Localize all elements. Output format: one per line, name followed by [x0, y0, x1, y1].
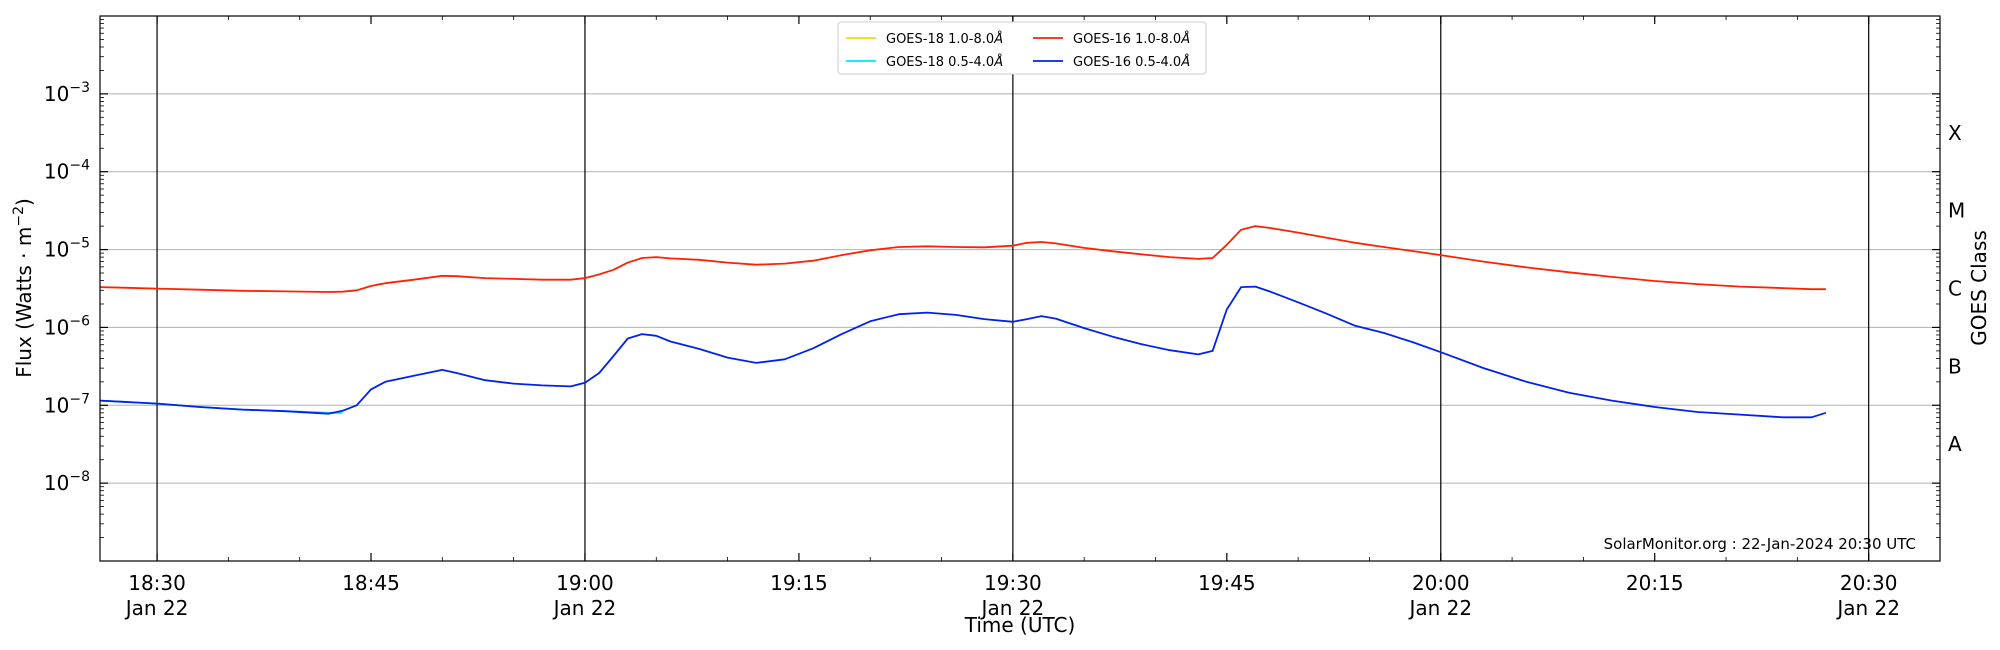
x-tick-label-7: 20:15 — [1626, 571, 1684, 595]
x-tick-label-4: 19:30 — [984, 571, 1042, 595]
y-axis: 10−8 10−7 10−6 10−5 10−4 10−3 — [44, 19, 1940, 538]
series-line-3 — [99, 285, 1827, 419]
x-axis-title: Time (UTC) — [964, 613, 1076, 637]
gridlines — [100, 93, 1940, 484]
x-tick-sublabel-2: Jan 22 — [552, 596, 617, 620]
x-tick-label-2: 19:00 — [556, 571, 614, 595]
goes-class-label-A: A — [1948, 432, 1962, 456]
x-tick-sublabel-0: Jan 22 — [124, 596, 189, 620]
x-tick-label-8: 20:30 — [1840, 571, 1898, 595]
x-tick-label-1: 18:45 — [342, 571, 400, 595]
series-line-2 — [99, 225, 1826, 293]
x-tick-sublabel-8: Jan 22 — [1835, 596, 1900, 620]
y-tick-label-3: 10−5 — [44, 236, 90, 262]
goes-class-label-C: C — [1948, 277, 1962, 301]
goes-class-label-B: B — [1948, 354, 1962, 378]
y-tick-label-1: 10−7 — [44, 391, 90, 417]
legend: GOES-18 1.0-8.0Å GOES-18 0.5-4.0Å GOES-16 … — [837, 21, 1207, 75]
y-axis-title-superscript: −2 — [11, 206, 27, 227]
goes-class-label-X: X — [1948, 121, 1962, 145]
x-tick-label-0: 18:30 — [128, 571, 186, 595]
credit-annotation: SolarMonitor.org : 22-Jan-2024 20:30 UTC — [1604, 535, 1916, 553]
goes-class-axis: A B C M X — [1948, 121, 1965, 456]
y-tick-label-5: 10−3 — [44, 80, 90, 106]
x-tick-sublabel-6: Jan 22 — [1407, 596, 1472, 620]
y-tick-label-0: 10−8 — [44, 469, 90, 495]
day-marker-lines — [156, 16, 1870, 561]
legend-label-2: GOES-16 1.0-8.0Å — [1073, 31, 1190, 47]
legend-label-1: GOES-18 0.5-4.0Å — [886, 54, 1003, 70]
x-tick-label-5: 19:45 — [1198, 571, 1256, 595]
y-tick-label-4: 10−4 — [44, 158, 90, 184]
goes-class-label-M: M — [1948, 199, 1965, 223]
right-axis-title: GOES Class — [1967, 230, 1991, 346]
legend-label-3: GOES-16 0.5-4.0Å — [1073, 54, 1190, 70]
legend-label-0: GOES-18 1.0-8.0Å — [886, 31, 1003, 47]
x-tick-label-6: 20:00 — [1412, 571, 1470, 595]
x-tick-label-3: 19:15 — [770, 571, 828, 595]
x-tick-sublabel-4: Jan 22 — [980, 596, 1045, 620]
legend-box — [837, 21, 1207, 75]
series-layer — [99, 225, 1827, 419]
y-axis-title: Flux (Watts · m−2) — [11, 198, 36, 378]
plot-frame — [99, 15, 1941, 562]
y-tick-label-2: 10−6 — [44, 313, 90, 339]
